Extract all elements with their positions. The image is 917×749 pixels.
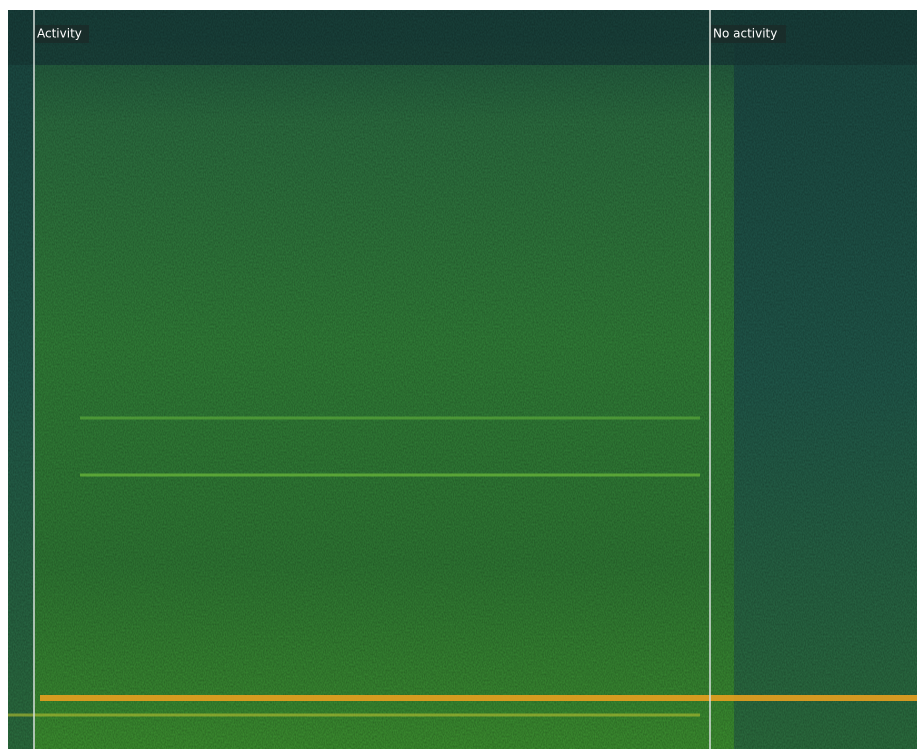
harmonics [8, 416, 917, 717]
marker-label: No activity [713, 27, 777, 41]
label-bg [35, 25, 89, 43]
noise [8, 10, 917, 749]
label-bg [711, 25, 786, 43]
marker-label: Activity [37, 27, 82, 41]
